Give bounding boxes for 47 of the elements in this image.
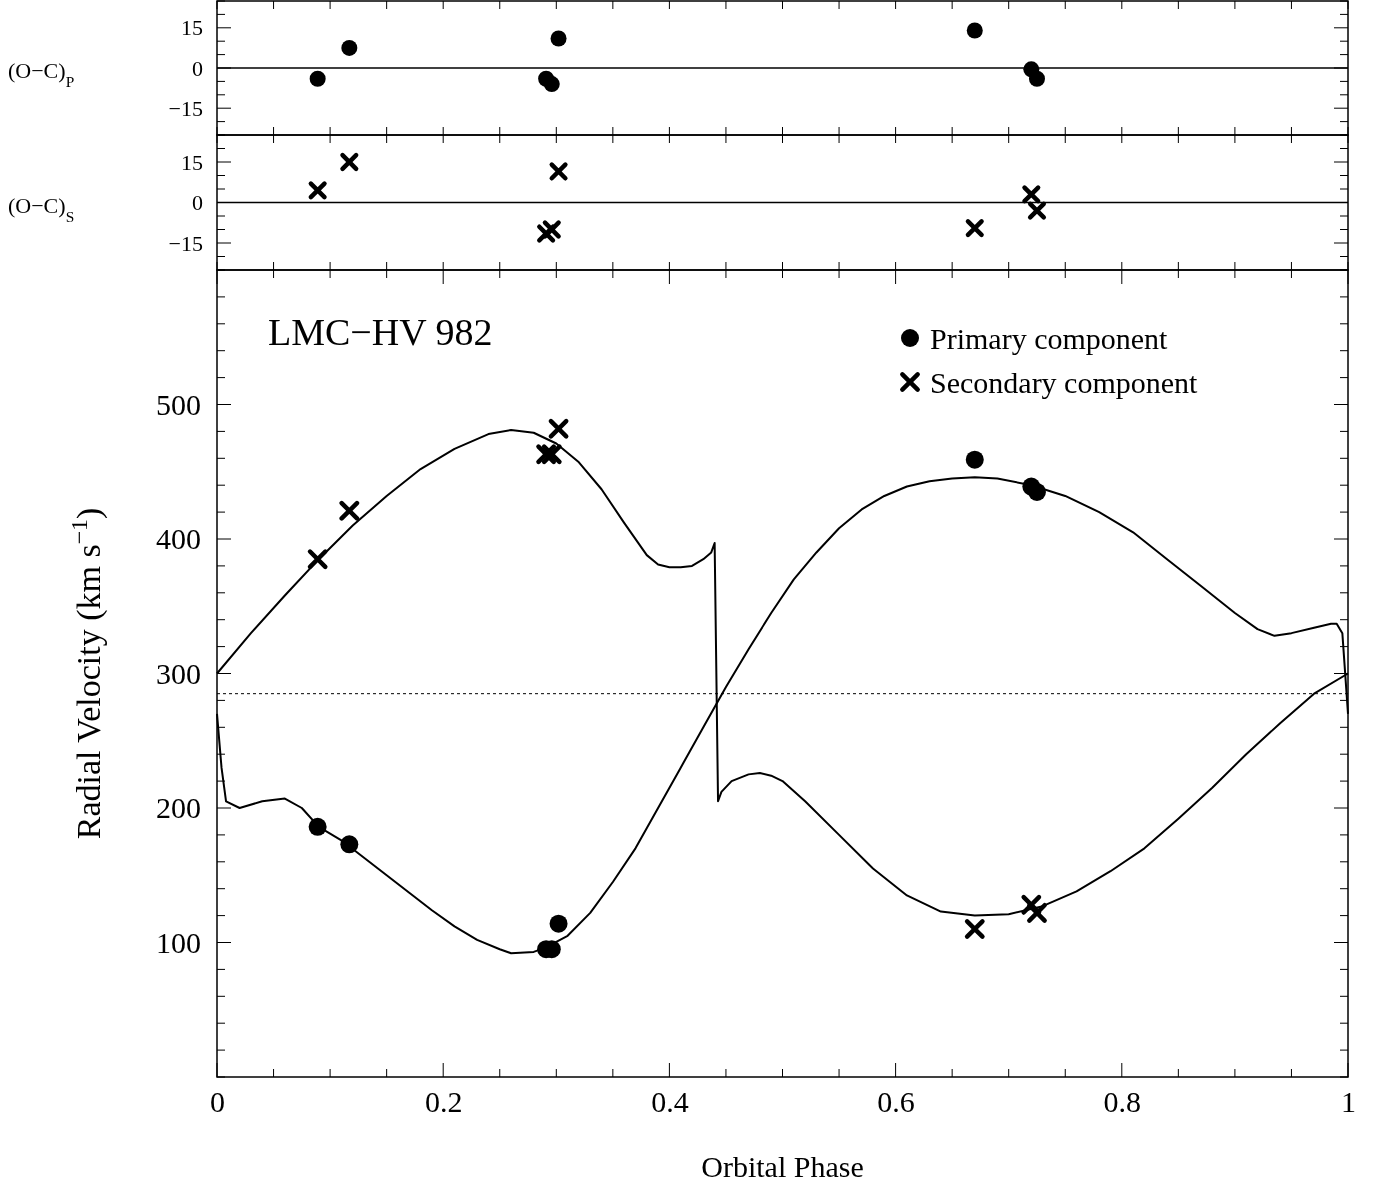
annotation: LMC−HV 982 <box>268 311 493 353</box>
point <box>966 22 983 39</box>
x-tick-label: 0.4 <box>651 1085 689 1119</box>
point <box>548 418 569 439</box>
legend-label: Secondary component <box>930 365 1199 399</box>
y-tick-label: 15 <box>181 149 203 175</box>
point <box>340 152 359 172</box>
x-axis-title: Orbital Phase <box>701 1150 864 1183</box>
y-tick-label: 0 <box>192 190 203 216</box>
x-tick-label: 0.6 <box>877 1085 915 1119</box>
point <box>542 220 561 239</box>
point <box>964 919 985 939</box>
point <box>309 70 326 87</box>
y-tick-label: 200 <box>156 791 201 825</box>
point <box>549 162 568 181</box>
legend-label: Primary component <box>930 321 1169 355</box>
point <box>537 224 556 243</box>
point <box>965 450 984 469</box>
point <box>307 549 328 570</box>
y-tick-label: 400 <box>156 522 201 556</box>
y-tick-label: −15 <box>168 230 203 256</box>
point <box>1027 482 1046 501</box>
y-tick-label: −15 <box>168 95 203 121</box>
point <box>341 39 358 56</box>
point <box>550 30 567 47</box>
point <box>543 76 560 93</box>
point <box>1027 903 1047 923</box>
point <box>965 219 984 238</box>
point <box>1022 185 1041 204</box>
point <box>549 914 568 933</box>
y-tick-label: 15 <box>181 15 203 41</box>
point <box>308 817 327 836</box>
y-axis-title: (O−C)$_{S}$ <box>8 192 75 224</box>
x-tick-label: 0.8 <box>1103 1085 1142 1119</box>
y-tick-label: 100 <box>156 925 201 959</box>
point <box>1021 894 1042 915</box>
point <box>1027 201 1047 220</box>
y-axis-title: (O−C)$_{P}$ <box>8 58 75 90</box>
y-tick-label: 300 <box>156 656 201 690</box>
point <box>340 835 359 854</box>
y-tick-label: 500 <box>156 387 201 421</box>
point <box>1028 70 1045 87</box>
x-tick-label: 1 <box>1341 1085 1356 1119</box>
y-tick-label: 0 <box>192 55 203 81</box>
x-tick-label: 0.2 <box>424 1085 463 1119</box>
point <box>308 181 327 200</box>
point <box>339 500 360 521</box>
